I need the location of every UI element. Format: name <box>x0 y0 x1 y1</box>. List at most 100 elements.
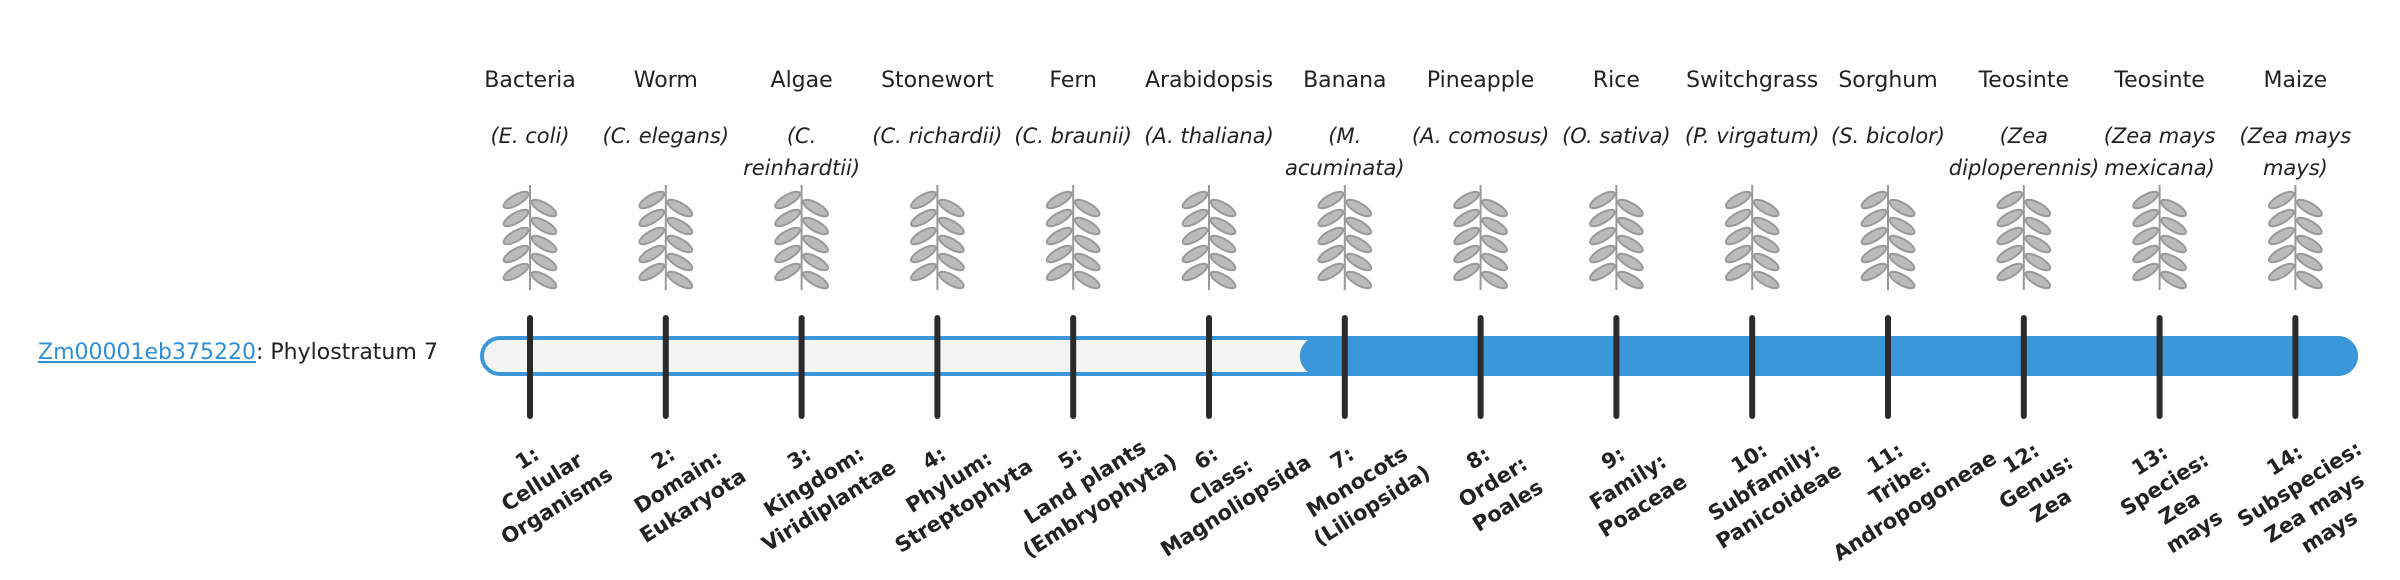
icon-leaf <box>1617 252 1644 272</box>
organism-icon <box>1996 185 2052 290</box>
icon-leaf <box>502 208 530 228</box>
icon-leaf <box>1317 244 1345 264</box>
common-name: Algae <box>770 68 833 93</box>
icon-leaf <box>1860 208 1888 228</box>
icon-leaf <box>530 198 558 218</box>
icon-leaf <box>2024 198 2052 218</box>
icon-leaf <box>2268 244 2295 264</box>
icon-leaf <box>1453 208 1480 228</box>
icon-leaf <box>1209 270 1237 290</box>
organism-icon <box>1045 185 1101 290</box>
icon-leaf <box>1181 244 1209 264</box>
icon-leaf <box>1453 244 1480 264</box>
icon-leaf <box>666 234 694 254</box>
icon-leaf <box>1453 226 1480 246</box>
icon-leaf <box>1617 270 1644 290</box>
icon-leaf <box>2160 252 2187 272</box>
icon-leaf <box>938 198 965 218</box>
organism-icon <box>2268 185 2323 290</box>
scientific-name: (Zea mays mexicana) <box>2103 124 2216 180</box>
icon-leaf <box>2132 262 2159 282</box>
icon-leaf <box>1181 190 1209 210</box>
scientific-name: (A. comosus) <box>1411 124 1550 148</box>
icon-leaf <box>502 226 530 246</box>
icon-leaf <box>1888 234 1916 254</box>
icon-leaf <box>2132 190 2159 210</box>
icon-leaf <box>2268 208 2295 228</box>
scientific-name: (M. acuminata) <box>1285 124 1405 180</box>
icon-leaf <box>938 252 965 272</box>
icon-leaf <box>1345 216 1373 236</box>
common-name: Arabidopsis <box>1144 68 1274 93</box>
common-name: Switchgrass <box>1686 68 1819 93</box>
icon-leaf <box>1752 234 1780 254</box>
scientific-name: (Zea diploperennis) <box>1948 124 2100 180</box>
common-name: Rice <box>1592 68 1640 93</box>
icon-leaf <box>1045 190 1073 210</box>
icon-leaf <box>1617 234 1644 254</box>
icon-leaf <box>1996 208 2024 228</box>
common-name: Teosinte <box>1978 68 2069 93</box>
icon-leaf <box>530 270 558 290</box>
icon-leaf <box>1481 270 1508 290</box>
icon-leaf <box>1345 252 1373 272</box>
icon-leaf <box>530 234 558 254</box>
common-name: Teosinte <box>2114 68 2205 93</box>
icon-leaf <box>1481 216 1508 236</box>
scientific-name: (C. richardii) <box>872 124 1003 148</box>
scientific-name: (E. coli) <box>490 124 570 148</box>
icon-leaf <box>1860 244 1888 264</box>
common-name: Pineapple <box>1426 68 1535 93</box>
icon-leaf <box>1045 244 1073 264</box>
icon-leaf <box>1888 252 1916 272</box>
gene-link[interactable]: Zm00001eb375220 <box>38 340 256 365</box>
icon-leaf <box>910 244 937 264</box>
icon-leaf <box>1589 244 1616 264</box>
icon-leaf <box>1724 208 1752 228</box>
scientific-name: (Zea mays mays) <box>2239 124 2352 180</box>
icon-leaf <box>1752 270 1780 290</box>
scientific-name: (C. elegans) <box>602 124 730 148</box>
organism-icon <box>1181 185 1237 290</box>
icon-leaf <box>1752 252 1780 272</box>
icon-leaf <box>1589 226 1616 246</box>
organism-icon <box>1589 185 1644 290</box>
icon-leaf <box>1073 270 1101 290</box>
common-name: Bacteria <box>484 68 576 93</box>
icon-leaf <box>2268 190 2295 210</box>
icon-leaf <box>1996 244 2024 264</box>
organism-icon <box>1317 185 1373 290</box>
icon-leaf <box>1317 262 1345 282</box>
organism-icon <box>1724 185 1780 290</box>
icon-leaf <box>1724 244 1752 264</box>
scientific-name: (S. bicolor) <box>1831 124 1945 148</box>
icon-leaf <box>1860 262 1888 282</box>
organism-icon <box>2132 185 2187 290</box>
icon-leaf <box>1996 262 2024 282</box>
icon-leaf <box>910 190 937 210</box>
common-name: Stonewort <box>881 68 994 93</box>
icon-leaf <box>1073 234 1101 254</box>
icon-leaf <box>1617 198 1644 218</box>
icon-leaf <box>802 252 829 272</box>
icon-leaf <box>1481 198 1508 218</box>
icon-leaf <box>1345 198 1373 218</box>
icon-leaf <box>2296 252 2323 272</box>
icon-leaf <box>2024 234 2052 254</box>
scientific-name: (C. braunii) <box>1014 124 1132 148</box>
bar-fill <box>1299 336 2358 376</box>
icon-leaf <box>802 234 829 254</box>
icon-leaf <box>638 208 666 228</box>
icon-leaf <box>1181 226 1209 246</box>
scientific-name: (P. virgatum) <box>1684 124 1820 148</box>
icon-leaf <box>2024 270 2052 290</box>
icon-leaf <box>1453 262 1480 282</box>
icon-leaf <box>2160 234 2187 254</box>
icon-leaf <box>1617 216 1644 236</box>
icon-leaf <box>1860 190 1888 210</box>
common-name: Worm <box>633 68 698 93</box>
icon-leaf <box>502 262 530 282</box>
icon-leaf <box>1589 190 1616 210</box>
icon-leaf <box>2160 198 2187 218</box>
